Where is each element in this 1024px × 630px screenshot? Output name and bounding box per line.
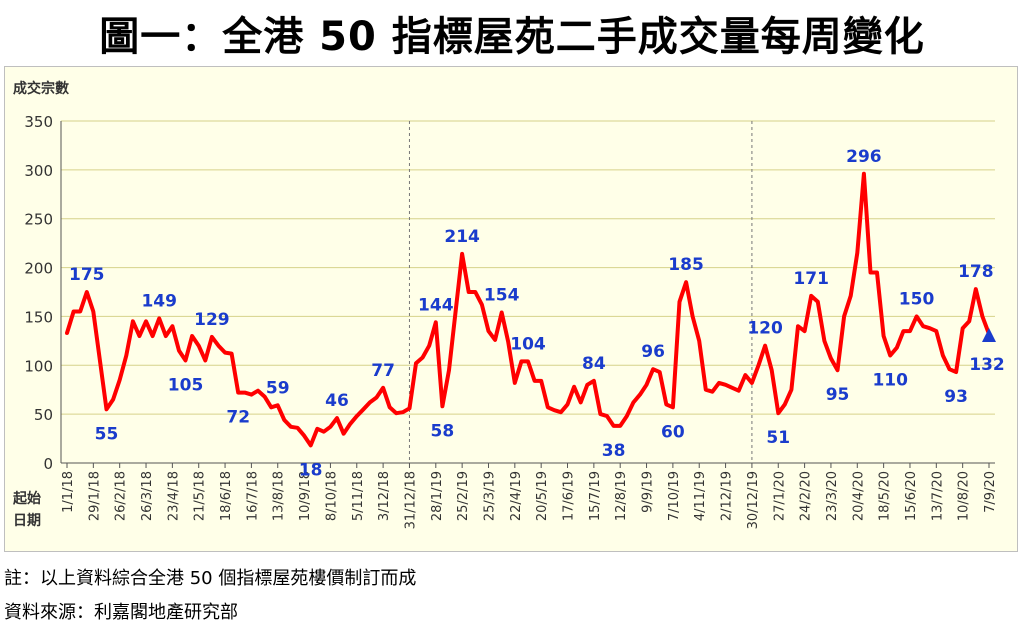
data-label: 150 xyxy=(899,289,935,309)
data-label: 72 xyxy=(226,408,250,428)
data-label: 144 xyxy=(418,295,454,315)
x-tick-label: 9/9/19 xyxy=(641,471,656,513)
x-tick-label: 10/9/18 xyxy=(298,471,313,521)
x-tick-label: 4/11/19 xyxy=(693,471,708,521)
data-label: 77 xyxy=(371,361,395,381)
data-label: 104 xyxy=(510,334,546,354)
x-tick-label: 21/5/18 xyxy=(193,471,208,521)
x-tick-label: 23/3/20 xyxy=(825,471,840,521)
chart-panel: 0 50 100 150 200 250 300 350 成交宗數 1/1/18 29/1/18 26… xyxy=(4,66,1018,552)
x-tick-label: 8/10/18 xyxy=(324,471,339,521)
y-tick-label: 300 xyxy=(24,162,53,180)
data-label: 132 xyxy=(969,355,1005,375)
x-tick-label: 15/7/19 xyxy=(588,471,603,521)
x-tick-label: 25/2/19 xyxy=(456,471,471,521)
x-tick-label: 3/12/18 xyxy=(377,471,392,521)
x-tick-label: 20/5/19 xyxy=(535,471,550,521)
data-label: 149 xyxy=(141,291,177,311)
x-tick-label: 10/8/20 xyxy=(957,471,972,521)
x-tick-label: 27/1/20 xyxy=(772,471,787,521)
x-tick-label: 18/6/18 xyxy=(219,471,234,521)
data-label: 60 xyxy=(661,422,685,442)
x-tick-label: 16/7/18 xyxy=(245,471,260,521)
data-label: 110 xyxy=(872,371,908,391)
x-tick-label: 26/3/18 xyxy=(140,471,155,521)
y-axis-label: 成交宗數 xyxy=(13,80,69,97)
data-label: 84 xyxy=(582,354,606,374)
x-tick-label: 13/7/20 xyxy=(930,471,945,521)
x-tick-label: 7/10/19 xyxy=(667,471,682,521)
data-label: 58 xyxy=(431,421,455,441)
y-tick-label: 150 xyxy=(24,308,53,326)
data-label: 171 xyxy=(793,269,829,289)
y-tick-label: 50 xyxy=(34,406,53,424)
chart-title: 圖一：全港 50 指標屋苑二手成交量每周變化 xyxy=(99,14,925,60)
x-axis-label: 起始 xyxy=(12,490,41,507)
data-label: 59 xyxy=(266,378,290,398)
data-label: 154 xyxy=(484,286,520,306)
x-axis-label: 日期 xyxy=(13,513,41,529)
data-label: 93 xyxy=(944,387,968,407)
last-point-marker xyxy=(982,328,996,343)
x-tick-label: 25/3/19 xyxy=(482,471,497,521)
y-tick-label: 200 xyxy=(24,260,53,278)
data-label: 46 xyxy=(325,391,349,411)
y-tick-label: 0 xyxy=(43,455,53,473)
x-tick-label: 23/4/18 xyxy=(166,471,181,521)
series-line xyxy=(65,171,991,448)
x-tick-label: 31/12/18 xyxy=(403,471,418,529)
x-tick-label: 2/12/19 xyxy=(720,471,735,521)
x-tick-label: 1/1/18 xyxy=(61,471,76,513)
y-tick-label: 250 xyxy=(24,211,53,229)
footnote: 註：以上資料綜合全港 50 個指標屋苑樓價制訂而成 xyxy=(4,568,417,589)
data-label: 214 xyxy=(444,227,480,247)
data-label: 296 xyxy=(846,147,882,167)
x-tick-label: 26/2/18 xyxy=(114,471,129,521)
x-tick-label: 18/5/20 xyxy=(878,471,893,521)
x-tick-label: 30/12/19 xyxy=(746,471,761,529)
x-tick-label: 17/6/19 xyxy=(562,471,577,521)
x-tick-label: 5/11/18 xyxy=(351,471,366,521)
y-tick-label: 100 xyxy=(24,357,53,375)
x-tick-label: 24/2/20 xyxy=(799,471,814,521)
data-label: 120 xyxy=(747,319,783,339)
data-label: 55 xyxy=(95,424,119,444)
data-label: 185 xyxy=(668,255,704,275)
x-tick-label: 15/6/20 xyxy=(904,471,919,521)
source-note: 資料來源：利嘉閣地產研究部 xyxy=(4,602,238,623)
y-tick-label: 350 xyxy=(24,113,53,131)
data-label: 96 xyxy=(641,342,665,362)
data-label: 95 xyxy=(826,385,850,405)
data-label: 38 xyxy=(602,441,626,461)
x-tick-label: 12/8/19 xyxy=(614,471,629,521)
data-label: 105 xyxy=(168,375,204,395)
x-tick-label: 7/9/20 xyxy=(983,471,998,513)
x-tick-label: 29/1/18 xyxy=(87,471,102,521)
x-tick-label: 20/4/20 xyxy=(851,471,866,521)
line-chart: 0 50 100 150 200 250 300 350 成交宗數 1/1/18 29/1/18 26… xyxy=(12,80,1005,529)
data-label: 129 xyxy=(194,310,230,330)
x-tick-label: 13/8/18 xyxy=(272,471,287,521)
x-tick-label: 22/4/19 xyxy=(509,471,524,521)
data-label: 18 xyxy=(299,460,323,480)
data-label: 51 xyxy=(766,428,790,448)
data-label: 178 xyxy=(958,262,994,282)
x-tick-label: 28/1/19 xyxy=(430,471,445,521)
data-label: 175 xyxy=(69,265,105,285)
